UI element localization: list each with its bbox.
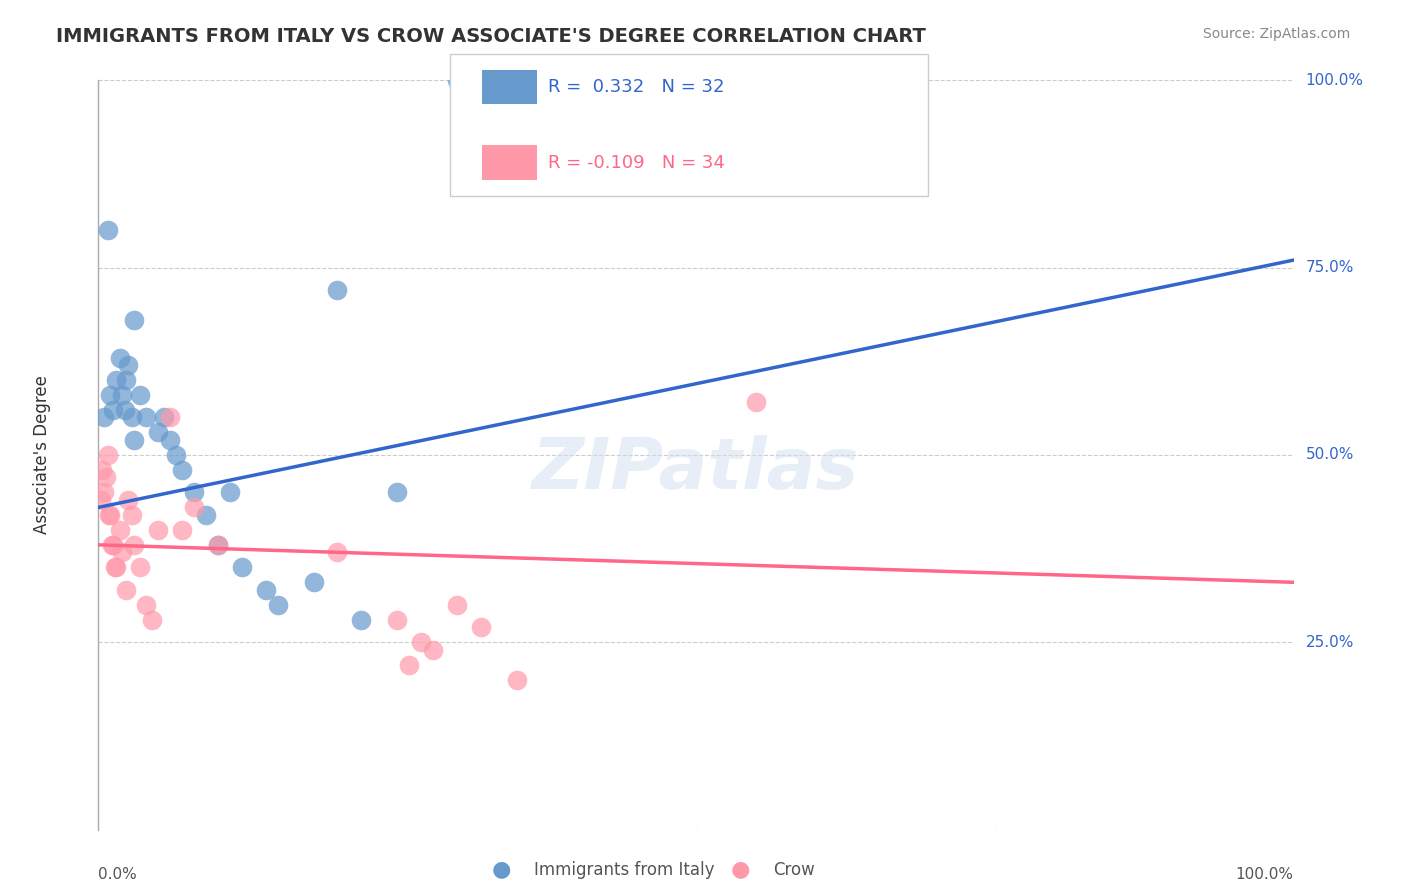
Point bbox=[385, 613, 409, 627]
Point bbox=[117, 492, 139, 507]
Point bbox=[172, 463, 194, 477]
Text: R =  0.332   N = 32: R = 0.332 N = 32 bbox=[548, 78, 725, 96]
Point bbox=[422, 642, 444, 657]
Text: Immigrants from Italy: Immigrants from Italy bbox=[534, 861, 714, 879]
Point bbox=[97, 223, 120, 237]
Point bbox=[350, 613, 373, 627]
Point bbox=[90, 492, 112, 507]
Point bbox=[91, 463, 114, 477]
Point bbox=[98, 508, 122, 522]
Point bbox=[121, 508, 143, 522]
Point bbox=[159, 433, 181, 447]
Point bbox=[105, 560, 128, 574]
Text: Associate's Degree: Associate's Degree bbox=[32, 376, 51, 534]
Point bbox=[172, 523, 194, 537]
Point bbox=[98, 388, 122, 402]
Point bbox=[148, 523, 170, 537]
Text: 0.0%: 0.0% bbox=[98, 867, 138, 882]
Point bbox=[183, 485, 205, 500]
Point bbox=[385, 485, 409, 500]
Point bbox=[148, 425, 170, 440]
Point bbox=[135, 598, 157, 612]
Text: 100.0%: 100.0% bbox=[1306, 73, 1364, 87]
Point bbox=[129, 388, 152, 402]
Point bbox=[93, 410, 115, 425]
Text: Source: ZipAtlas.com: Source: ZipAtlas.com bbox=[1202, 27, 1350, 41]
Point bbox=[153, 410, 176, 425]
Point bbox=[326, 545, 349, 559]
Point bbox=[93, 485, 115, 500]
Point bbox=[411, 635, 433, 649]
Text: 25.0%: 25.0% bbox=[1306, 635, 1354, 649]
Point bbox=[124, 313, 146, 327]
Point bbox=[326, 283, 349, 297]
Point bbox=[745, 395, 768, 409]
Point bbox=[115, 582, 138, 597]
Point bbox=[231, 560, 253, 574]
Point bbox=[124, 433, 146, 447]
Point bbox=[398, 657, 420, 672]
Point bbox=[100, 538, 122, 552]
Text: Crow: Crow bbox=[773, 861, 815, 879]
Point bbox=[97, 448, 120, 462]
Point bbox=[121, 410, 143, 425]
Text: ●: ● bbox=[731, 860, 751, 880]
Point bbox=[104, 560, 127, 574]
Point bbox=[115, 373, 138, 387]
Point bbox=[94, 470, 117, 484]
Point bbox=[114, 403, 136, 417]
Point bbox=[117, 358, 139, 372]
Text: ●: ● bbox=[492, 860, 512, 880]
Point bbox=[207, 538, 229, 552]
Point bbox=[159, 410, 181, 425]
Point bbox=[108, 351, 131, 365]
Point bbox=[446, 73, 468, 87]
Point bbox=[183, 500, 205, 515]
Text: 75.0%: 75.0% bbox=[1306, 260, 1354, 275]
Point bbox=[267, 598, 290, 612]
Point bbox=[129, 560, 152, 574]
Point bbox=[101, 538, 124, 552]
Text: 50.0%: 50.0% bbox=[1306, 448, 1354, 462]
Point bbox=[219, 485, 242, 500]
Point bbox=[124, 538, 146, 552]
Point bbox=[446, 598, 468, 612]
Text: R = -0.109   N = 34: R = -0.109 N = 34 bbox=[548, 154, 725, 172]
Point bbox=[135, 410, 157, 425]
Point bbox=[207, 538, 229, 552]
Point bbox=[111, 388, 134, 402]
Point bbox=[98, 508, 121, 522]
Point bbox=[111, 545, 134, 559]
Point bbox=[165, 448, 187, 462]
Text: 100.0%: 100.0% bbox=[1236, 867, 1294, 882]
Point bbox=[506, 673, 529, 687]
Text: IMMIGRANTS FROM ITALY VS CROW ASSOCIATE'S DEGREE CORRELATION CHART: IMMIGRANTS FROM ITALY VS CROW ASSOCIATE'… bbox=[56, 27, 927, 45]
Point bbox=[101, 403, 124, 417]
Point bbox=[108, 523, 131, 537]
Point bbox=[141, 613, 163, 627]
Point bbox=[195, 508, 218, 522]
Point bbox=[254, 582, 277, 597]
Point bbox=[105, 373, 128, 387]
Text: ZIPatlas: ZIPatlas bbox=[533, 435, 859, 504]
Point bbox=[470, 620, 492, 634]
Point bbox=[302, 575, 325, 590]
